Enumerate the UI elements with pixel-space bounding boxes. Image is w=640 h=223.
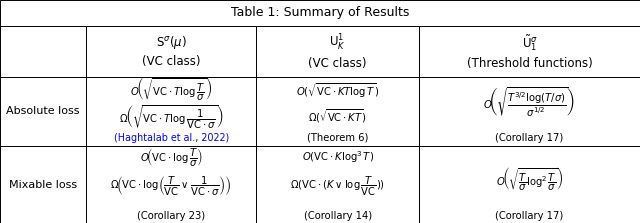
Text: $O\!\left(\sqrt{\mathsf{VC}\cdot T\log\dfrac{T}{\sigma}}\right)$: $O\!\left(\sqrt{\mathsf{VC}\cdot T\log\d… xyxy=(130,76,212,103)
Text: $\Omega\!\left(\mathsf{VC}\cdot\log\!\left(\dfrac{T}{\mathsf{VC}}\vee\dfrac{1}{\: $\Omega\!\left(\mathsf{VC}\cdot\log\!\le… xyxy=(110,175,232,198)
Text: $\tilde{\mathsf{U}}^{\sigma}_{1}$
(Threshold functions): $\tilde{\mathsf{U}}^{\sigma}_{1}$ (Thres… xyxy=(467,33,593,70)
Bar xyxy=(0,0,640,26)
Text: $O\!\left(\sqrt{\dfrac{T^{3/2}\log(T/\sigma)}{\sigma^{1/2}}}\right)$: $O\!\left(\sqrt{\dfrac{T^{3/2}\log(T/\si… xyxy=(483,86,576,119)
Text: $\mathsf{U}^{1}_{K}$
(VC class): $\mathsf{U}^{1}_{K}$ (VC class) xyxy=(308,33,367,70)
Text: $O\!\left(\mathsf{VC}\cdot\log\dfrac{T}{\sigma}\right)$: $O\!\left(\mathsf{VC}\cdot\log\dfrac{T}{… xyxy=(140,146,203,168)
Text: Absolute loss: Absolute loss xyxy=(6,107,80,116)
Text: $O(\sqrt{\mathsf{VC}\cdot KT\log T})$: $O(\sqrt{\mathsf{VC}\cdot KT\log T})$ xyxy=(296,81,379,100)
Bar xyxy=(419,146,640,223)
Text: $\Omega\!\left(\sqrt{\mathsf{VC}\cdot T\log\dfrac{1}{\mathsf{VC}\cdot\sigma}}\ri: $\Omega\!\left(\sqrt{\mathsf{VC}\cdot T\… xyxy=(119,103,223,131)
Text: (Theorem 6): (Theorem 6) xyxy=(307,133,368,142)
Text: (Haghtalab et al., 2022): (Haghtalab et al., 2022) xyxy=(113,133,229,142)
Bar xyxy=(86,77,256,146)
Text: (Corollary 23): (Corollary 23) xyxy=(137,211,205,221)
Bar xyxy=(419,77,640,146)
Bar xyxy=(86,26,256,77)
Bar xyxy=(419,26,640,77)
Text: $\mathsf{S}^{\sigma}(\mu)$
(VC class): $\mathsf{S}^{\sigma}(\mu)$ (VC class) xyxy=(142,34,200,68)
Bar xyxy=(256,77,419,146)
Bar xyxy=(0,26,86,77)
Text: (Corollary 17): (Corollary 17) xyxy=(495,211,564,221)
Text: Table 1: Summary of Results: Table 1: Summary of Results xyxy=(231,6,409,19)
Bar xyxy=(256,146,419,223)
Text: $O\!\left(\sqrt{\dfrac{T}{\sigma}\log^2\dfrac{T}{\sigma}}\right)$: $O\!\left(\sqrt{\dfrac{T}{\sigma}\log^2\… xyxy=(496,165,563,193)
Text: $\Omega(\mathsf{VC}\cdot(K\vee\log\dfrac{T}{\mathsf{VC}}))$: $\Omega(\mathsf{VC}\cdot(K\vee\log\dfrac… xyxy=(290,175,385,198)
Text: (Corollary 14): (Corollary 14) xyxy=(303,211,372,221)
Bar xyxy=(256,26,419,77)
Bar xyxy=(0,146,86,223)
Text: $\Omega(\sqrt{\mathsf{VC}\cdot KT})$: $\Omega(\sqrt{\mathsf{VC}\cdot KT})$ xyxy=(308,107,367,125)
Text: (Corollary 17): (Corollary 17) xyxy=(495,133,564,142)
Bar xyxy=(0,77,86,146)
Bar xyxy=(86,146,256,223)
Text: Mixable loss: Mixable loss xyxy=(9,180,77,190)
Text: $O(\mathsf{VC}\cdot K\log^3 T)$: $O(\mathsf{VC}\cdot K\log^3 T)$ xyxy=(301,149,374,165)
